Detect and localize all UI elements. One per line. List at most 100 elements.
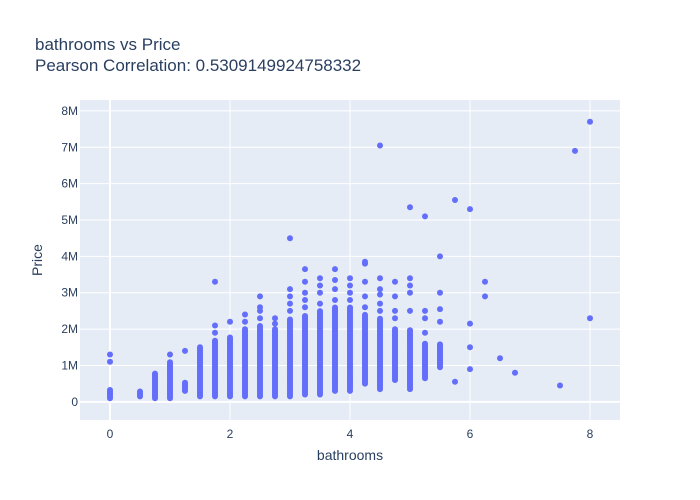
data-point [422, 213, 428, 220]
y-tick-label: 1M [61, 358, 78, 372]
data-point [377, 142, 383, 149]
data-point [332, 277, 338, 283]
data-point [302, 304, 308, 311]
y-axis-title: Price [29, 244, 45, 276]
y-axis-ticks: 0 1M 2M 3M 4M 5M 6M 7M 8M [61, 104, 78, 409]
data-point [272, 315, 278, 322]
y-tick-label: 5M [61, 213, 78, 227]
data-point [497, 355, 503, 362]
data-point [347, 282, 353, 289]
data-point [587, 118, 593, 125]
data-point [422, 340, 428, 347]
data-point [317, 289, 323, 296]
data-point [362, 311, 368, 318]
data-point [227, 318, 233, 325]
y-tick-label: 3M [61, 286, 78, 300]
data-points [107, 118, 593, 402]
data-point [212, 329, 218, 336]
data-point [347, 304, 353, 311]
data-point [377, 286, 383, 293]
data-point [257, 323, 263, 329]
data-point [452, 378, 458, 385]
data-point [422, 315, 428, 322]
data-point [332, 297, 338, 303]
data-point [482, 278, 488, 285]
data-point [362, 258, 368, 265]
data-point [362, 278, 368, 285]
data-point [392, 326, 398, 333]
x-tick-label: 6 [467, 427, 474, 441]
data-point [317, 282, 323, 289]
x-tick-label: 8 [587, 427, 594, 441]
data-point [317, 275, 323, 282]
y-tick-label: 4M [61, 249, 78, 263]
data-point [407, 282, 413, 289]
data-point [152, 370, 158, 377]
data-point [332, 304, 338, 311]
data-point [302, 278, 308, 285]
data-point [392, 293, 398, 300]
data-point [212, 337, 218, 344]
x-tick-label: 0 [107, 427, 114, 441]
data-point [272, 326, 278, 333]
data-point [437, 318, 443, 325]
data-point [257, 304, 263, 311]
chart-title: bathrooms vs Price [35, 35, 181, 54]
data-point [392, 307, 398, 314]
x-axis-ticks: 0 2 4 6 8 [107, 427, 594, 441]
data-point [257, 293, 263, 300]
data-point [257, 315, 263, 322]
data-point [377, 307, 383, 314]
data-point [182, 347, 188, 354]
data-point [332, 286, 338, 293]
data-point [467, 366, 473, 373]
data-point [467, 344, 473, 351]
data-point [167, 351, 173, 358]
data-point [302, 297, 308, 303]
data-point [197, 344, 203, 351]
data-point [347, 297, 353, 303]
y-tick-label: 8M [61, 104, 78, 118]
data-point [107, 387, 113, 393]
data-point [242, 311, 248, 318]
data-point [557, 382, 563, 389]
data-point [362, 293, 368, 300]
data-point [287, 307, 293, 314]
data-point [287, 235, 293, 242]
data-point [482, 293, 488, 300]
data-point [467, 206, 473, 213]
y-tick-label: 7M [61, 140, 78, 154]
data-point [407, 275, 413, 282]
data-point [377, 300, 383, 307]
data-point [287, 286, 293, 293]
data-point [347, 275, 353, 282]
data-point [362, 304, 368, 311]
data-point [272, 320, 278, 327]
data-point [392, 315, 398, 322]
data-point [512, 369, 518, 376]
data-point [167, 359, 173, 366]
data-point [377, 315, 383, 322]
data-point [437, 253, 443, 260]
data-point [302, 266, 308, 273]
data-point [332, 266, 338, 273]
data-point [107, 358, 113, 365]
data-point [437, 341, 443, 348]
data-point [467, 320, 473, 327]
data-point [182, 379, 188, 386]
data-point [392, 278, 398, 285]
data-point [302, 313, 308, 319]
data-point [242, 326, 248, 333]
data-point [317, 308, 323, 315]
y-tick-label: 6M [61, 177, 78, 191]
data-point [302, 289, 308, 296]
data-point [287, 293, 293, 300]
chart-subtitle: Pearson Correlation: 0.5309149924758332 [35, 56, 362, 75]
data-point [377, 275, 383, 282]
data-point [407, 307, 413, 314]
data-point [287, 316, 293, 323]
data-point [212, 322, 218, 329]
data-point [137, 388, 143, 395]
x-axis-title: bathrooms [317, 447, 383, 463]
